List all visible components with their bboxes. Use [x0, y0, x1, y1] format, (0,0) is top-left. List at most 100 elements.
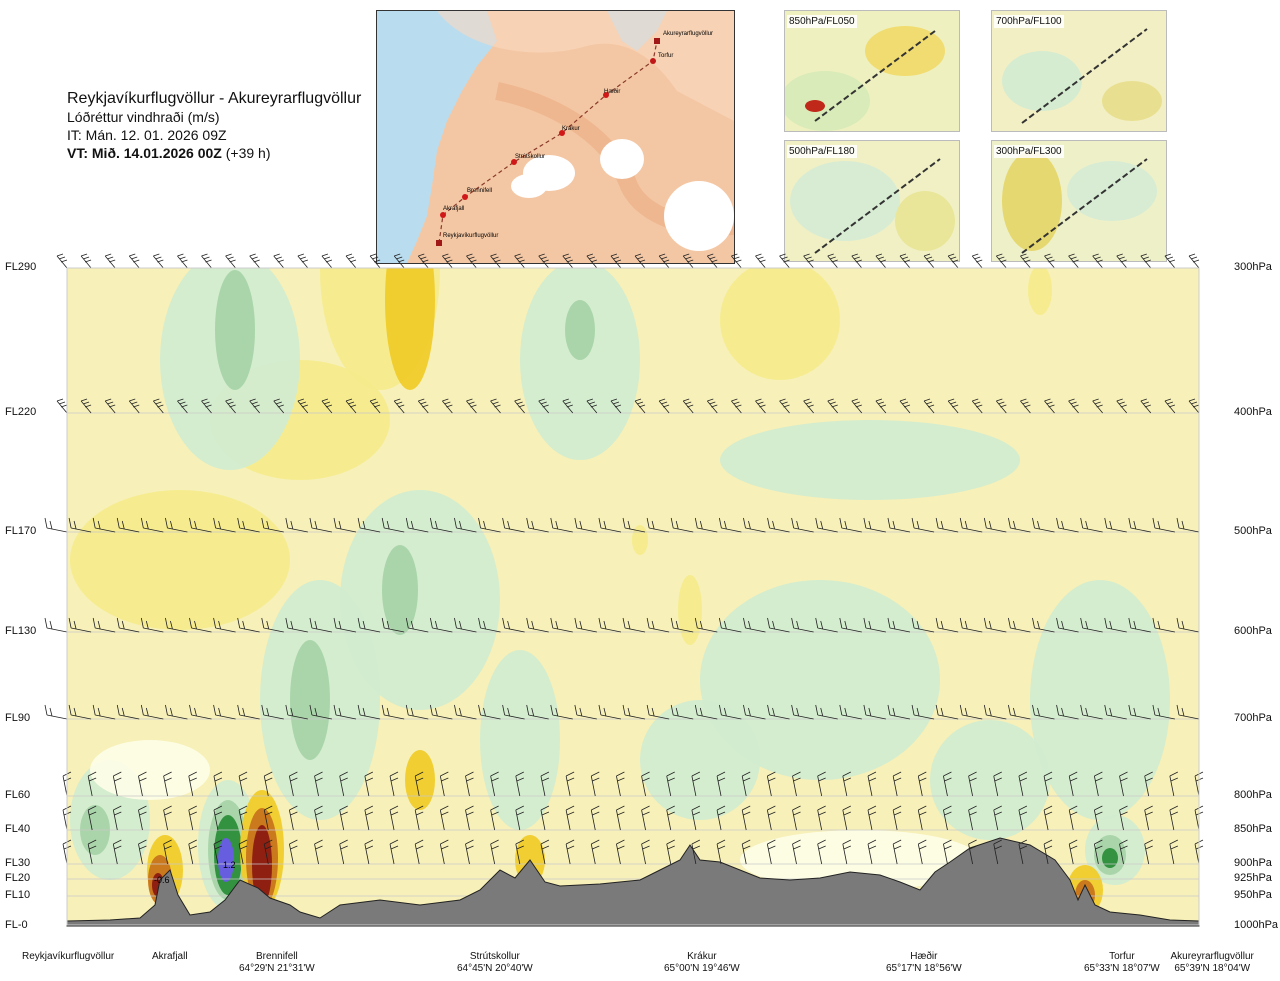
- wind-barb: [917, 771, 927, 797]
- wind-barb: [92, 617, 116, 633]
- pressure-level-label: 600hPa: [1234, 625, 1272, 637]
- wind-barb: [622, 617, 646, 633]
- waypoint-marker-krakur: [559, 130, 565, 136]
- sea-west: [377, 11, 497, 263]
- wind-barb: [128, 398, 140, 414]
- inset-label: 500hPa/FL180: [787, 145, 857, 158]
- wind-barb: [357, 517, 381, 533]
- wind-barb: [1044, 253, 1055, 269]
- wind-barb: [887, 517, 911, 533]
- waypoint-label: Akureyrarflugvöllur: [663, 31, 713, 37]
- wind-barb: [263, 839, 273, 865]
- pressure-level-label: 900hPa: [1234, 857, 1272, 869]
- wind-barb: [87, 805, 97, 831]
- wind-barb: [815, 617, 838, 633]
- wind-barb: [892, 771, 902, 797]
- wind-barb: [526, 704, 549, 720]
- flight-level-label: FL20: [5, 872, 31, 884]
- wind-barb: [1020, 398, 1031, 414]
- wind-barb: [1008, 517, 1031, 533]
- wind-barb: [116, 704, 140, 720]
- wind-barb: [971, 398, 983, 414]
- wind-barb: [718, 704, 742, 720]
- wind-barb: [565, 839, 575, 865]
- wind-barb: [112, 805, 122, 831]
- wind-barb: [364, 805, 374, 831]
- waypoint-marker-akrafjall: [440, 212, 446, 218]
- wind-barb: [1119, 805, 1128, 831]
- wind-barb: [892, 805, 902, 831]
- wind-barb: [875, 398, 887, 414]
- wind-barb: [540, 771, 550, 797]
- wind-barb: [414, 805, 424, 831]
- pressure-level-label: 925hPa: [1234, 872, 1272, 884]
- value-label: -0.6: [154, 875, 170, 885]
- waypoint-label: Krákur: [562, 126, 580, 132]
- wind-barb: [56, 253, 68, 269]
- wind-barb: [1068, 805, 1078, 831]
- station-coordinate: 65°33'N 18°07'W: [1084, 963, 1160, 974]
- velocity-region: [480, 650, 560, 830]
- inset-zone: [1102, 81, 1162, 121]
- wind-barb: [285, 704, 308, 720]
- wind-barb: [867, 839, 877, 865]
- wind-barb: [1152, 704, 1175, 720]
- wind-barb: [417, 398, 429, 414]
- pressure-level-label: 800hPa: [1234, 789, 1272, 801]
- wind-barb: [1144, 805, 1153, 831]
- velocity-region: [632, 525, 648, 555]
- wind-barb: [478, 617, 501, 633]
- wind-barb: [996, 398, 1007, 414]
- wind-barb: [429, 617, 453, 633]
- wind-barb: [140, 517, 164, 533]
- velocity-region: [930, 720, 1050, 840]
- wind-barb: [1032, 617, 1055, 633]
- wind-barb: [454, 704, 477, 720]
- wind-barb: [574, 517, 597, 533]
- wind-barb: [92, 704, 116, 720]
- wind-barb: [968, 839, 977, 865]
- wind-barb: [515, 839, 524, 865]
- wind-barb: [333, 704, 357, 720]
- wind-barb: [68, 517, 92, 533]
- wind-barb: [1018, 771, 1028, 797]
- wind-barb: [694, 617, 718, 633]
- wind-barb: [1188, 253, 1200, 269]
- inset-zone: [790, 161, 900, 241]
- inset-map-500-svg: [785, 141, 959, 261]
- wind-barb: [369, 253, 381, 269]
- wind-barb: [622, 704, 646, 720]
- glacier-4: [664, 181, 734, 251]
- wind-barb: [261, 617, 284, 633]
- wind-barb: [899, 398, 911, 414]
- wind-barb: [803, 398, 814, 414]
- inset-route: [814, 158, 941, 254]
- station-name: Krákur: [687, 951, 717, 962]
- wind-barb: [1116, 253, 1128, 269]
- wind-barb: [177, 253, 188, 269]
- wind-barb: [538, 398, 550, 414]
- wind-barb: [285, 617, 308, 633]
- wind-barb: [565, 805, 575, 831]
- wind-barb: [983, 517, 1007, 533]
- wind-barb: [381, 517, 405, 533]
- wind-barb: [333, 617, 357, 633]
- wind-barb: [993, 839, 1002, 865]
- wind-barb: [586, 398, 598, 414]
- wind-barb: [68, 617, 92, 633]
- wind-barb: [429, 517, 453, 533]
- wind-barb: [44, 517, 68, 533]
- wind-barb: [1080, 617, 1103, 633]
- wind-barb: [442, 253, 453, 269]
- pressure-level-label: 500hPa: [1234, 525, 1272, 537]
- wind-barb: [851, 253, 863, 269]
- waypoint-label: Torfur: [658, 53, 673, 59]
- velocity-region: [720, 420, 1020, 500]
- wind-barb: [261, 704, 284, 720]
- wind-barb: [743, 617, 766, 633]
- wind-barb: [622, 517, 646, 533]
- wind-barb: [490, 398, 501, 414]
- wind-barb: [1188, 398, 1200, 414]
- wind-barb: [1140, 398, 1152, 414]
